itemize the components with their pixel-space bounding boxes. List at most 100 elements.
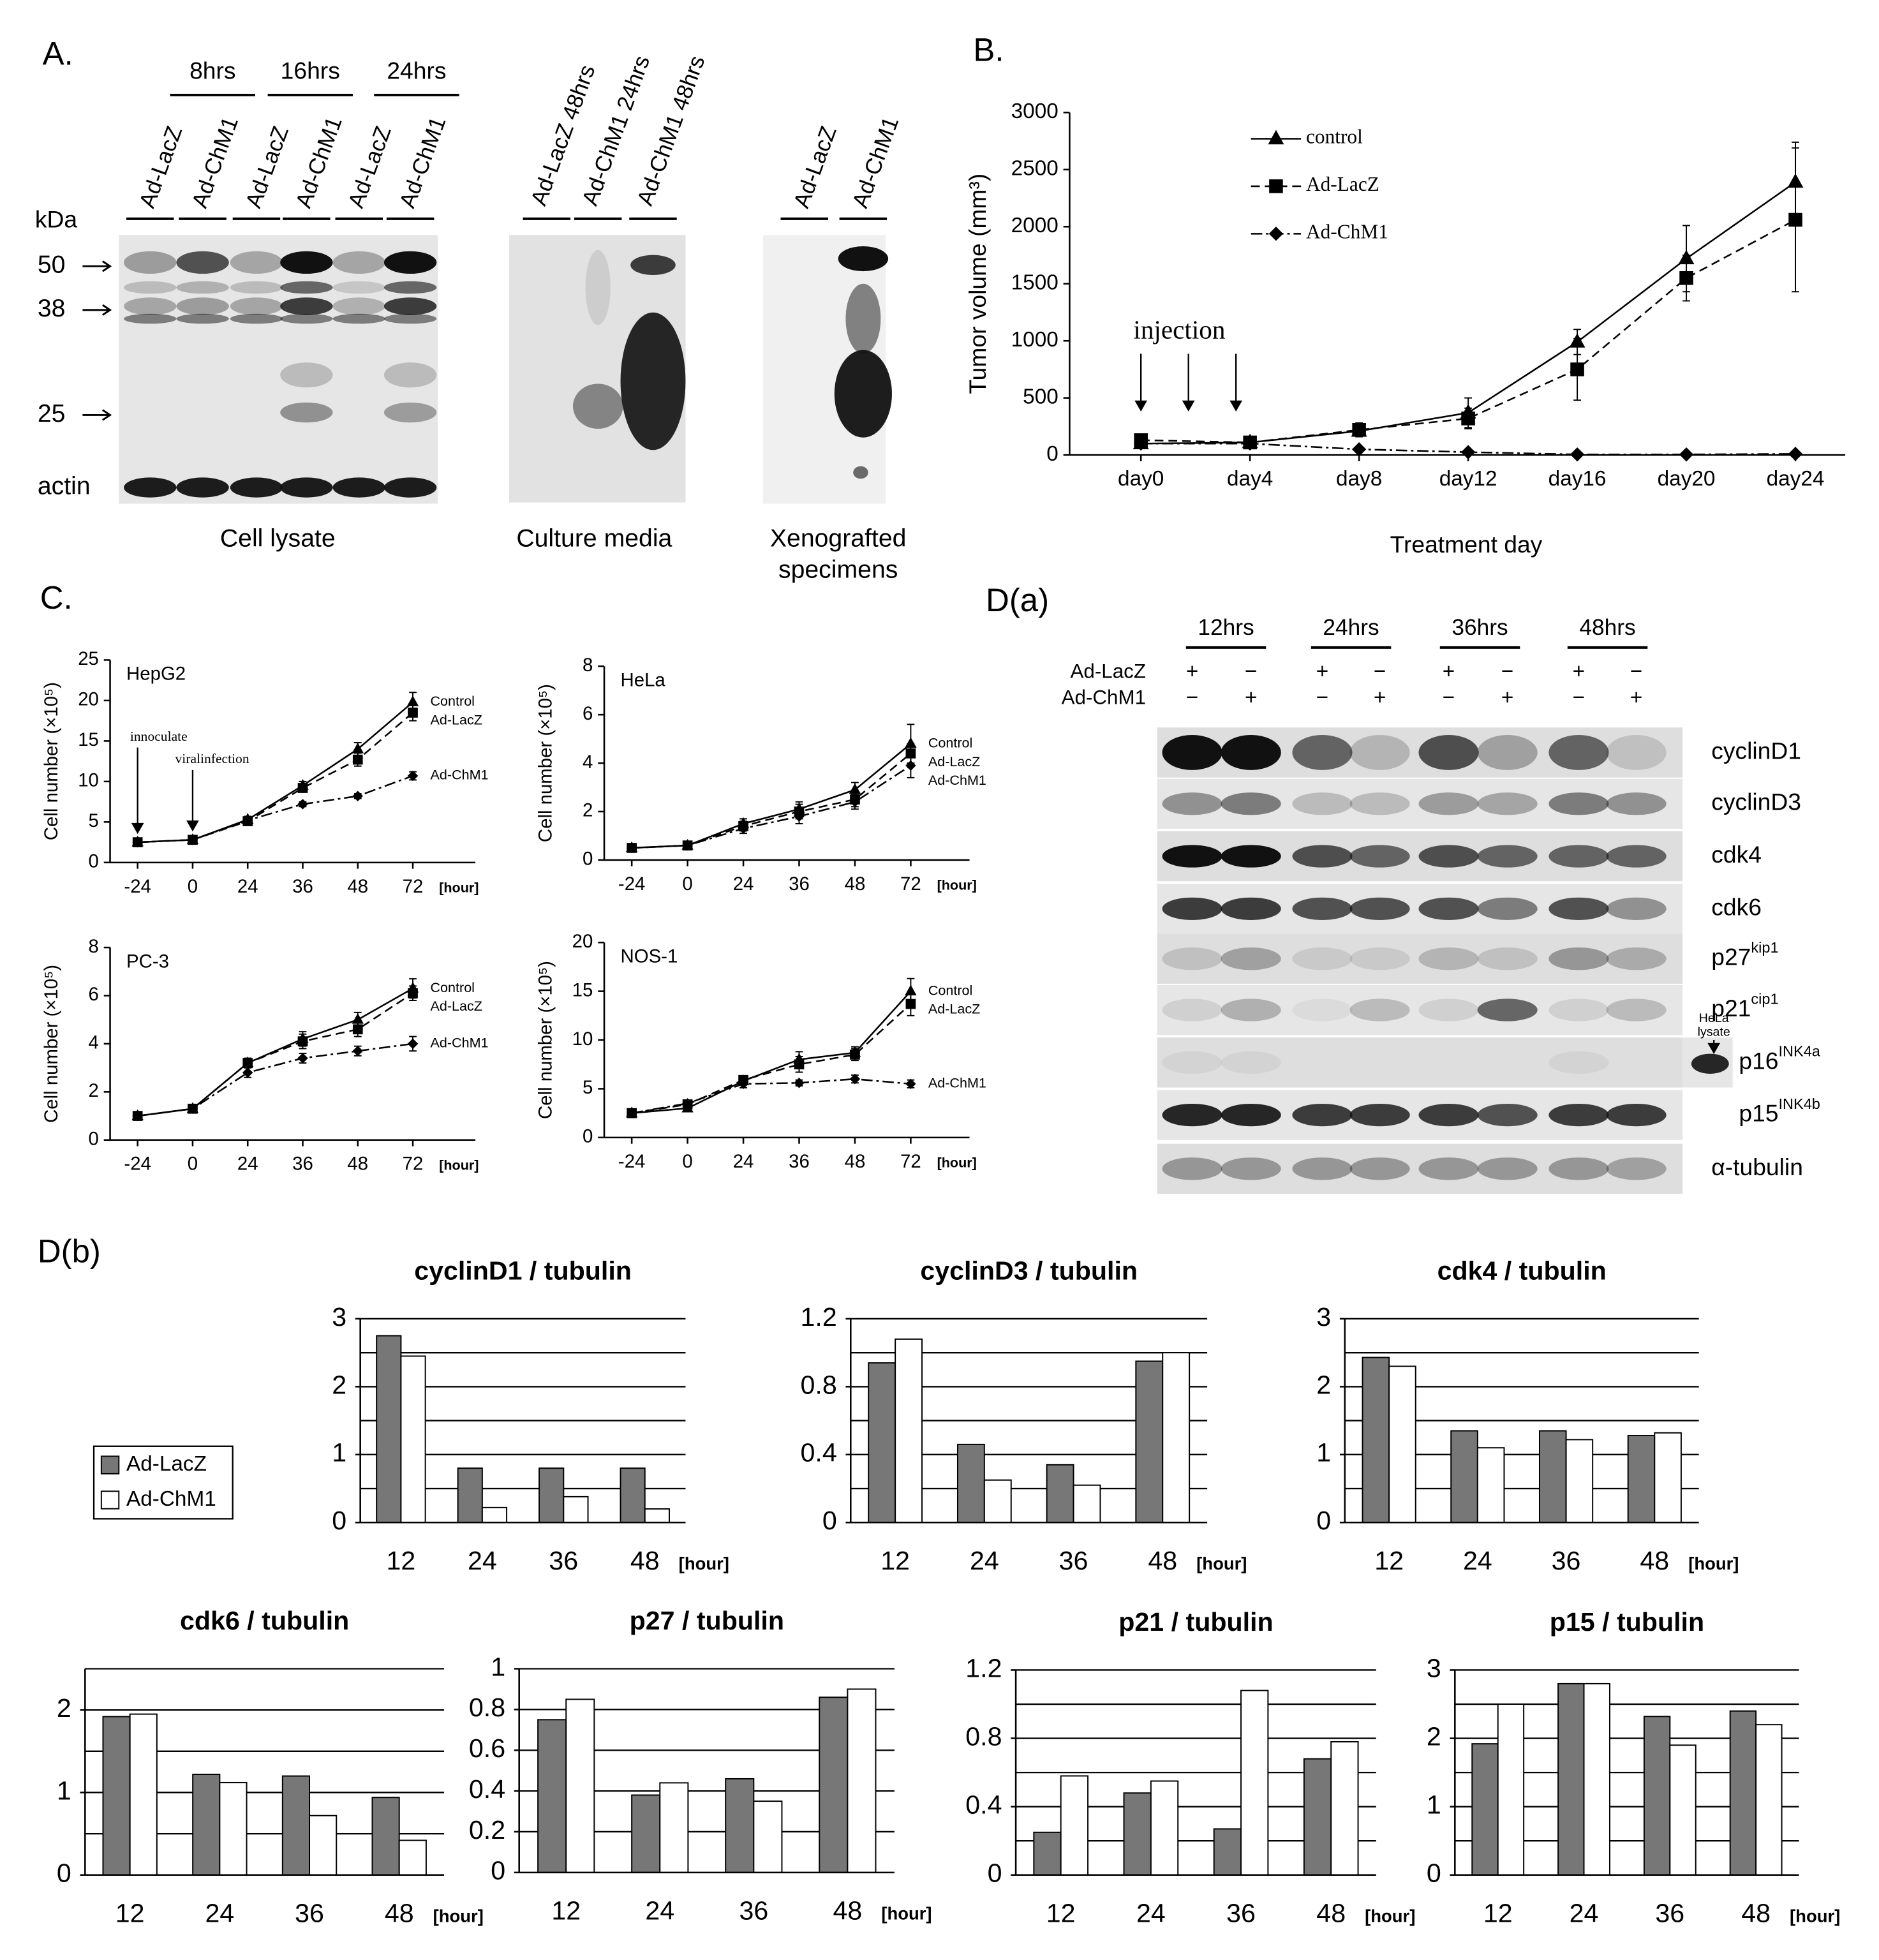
x-tick-label: 36: [292, 1154, 313, 1175]
bar: [129, 1713, 158, 1876]
protein-label: α-tubulin: [1711, 1154, 1803, 1180]
blot-band: [1162, 735, 1222, 770]
blot-band: [630, 255, 676, 276]
marker: [297, 1036, 308, 1046]
marker: [1352, 423, 1366, 437]
blot-band: [1292, 897, 1353, 920]
y-tick-label: 4: [583, 752, 593, 773]
x-tick-label: 12: [880, 1546, 910, 1575]
blot-band: [1691, 1053, 1729, 1074]
y-tick-label: 5: [89, 810, 99, 831]
series-label: Ad-LacZ: [430, 712, 482, 728]
blot-band: [332, 313, 385, 324]
marker: [407, 770, 419, 782]
y-axis-label: Tumor volume (mm³): [964, 174, 991, 394]
marker: [187, 1103, 198, 1114]
x-tick-label: 36: [549, 1546, 578, 1575]
y-tick-label: 25: [78, 648, 99, 669]
marker: [1268, 226, 1284, 241]
protein-label: cdk4: [1711, 841, 1762, 868]
blot-band: [383, 297, 437, 315]
blot-caption: specimens: [778, 556, 898, 584]
sign: −: [1316, 686, 1328, 709]
y-tick-label: 15: [572, 979, 593, 1000]
arrow: [82, 409, 112, 421]
time-label: 24hrs: [387, 57, 446, 84]
x-tick-label: 72: [900, 873, 921, 895]
time-label: 24hrs: [1323, 615, 1379, 640]
x-tick-label: 36: [739, 1896, 768, 1925]
blot-band: [1477, 999, 1538, 1021]
y-tick-label: 5: [583, 1077, 593, 1098]
blot-band: [1418, 947, 1479, 970]
bar: [1654, 1432, 1682, 1524]
y-axis-label: Cell number (×10⁵): [535, 961, 556, 1119]
annotation: viralinfection: [175, 751, 249, 766]
blot-band: [1606, 1103, 1667, 1127]
marker: [1460, 445, 1476, 459]
chart-title: cyclinD1 / tubulin: [414, 1256, 632, 1285]
x-axis-label: Treatment day: [1390, 531, 1543, 558]
x-tick-label: 36: [1655, 1898, 1684, 1927]
arrow: [82, 304, 112, 316]
marker: [242, 815, 253, 826]
bar: [371, 1797, 400, 1876]
y-tick-label: 3: [332, 1302, 346, 1332]
blot-band: [280, 313, 333, 324]
y-tick-label: 0: [332, 1506, 346, 1535]
bar: [1669, 1744, 1697, 1876]
protein-name: α-tubulin: [1711, 1154, 1803, 1180]
bar: [983, 1479, 1012, 1524]
blot-band: [1418, 735, 1479, 770]
x-tick-label: 48: [1741, 1898, 1771, 1927]
hela-label: HeLa: [1699, 1011, 1729, 1025]
marker: [408, 988, 418, 999]
series-label: Ad-ChM1: [430, 1035, 488, 1051]
series-label: Control: [928, 734, 972, 750]
y-tick-label: 1: [1427, 1790, 1441, 1820]
x-tick-label: 36: [1059, 1546, 1088, 1575]
x-tick-label: 12: [115, 1898, 145, 1927]
bar: [563, 1496, 589, 1524]
chart-title: p15 / tubulin: [1550, 1607, 1704, 1637]
marker: [1788, 212, 1802, 227]
y-tick-label: 0: [583, 849, 593, 870]
y-tick-label: 0: [89, 851, 99, 872]
bar: [1583, 1682, 1610, 1876]
blot-band: [176, 313, 229, 324]
marker: [1269, 179, 1283, 193]
y-tick-label: 0.4: [469, 1774, 505, 1804]
protein-sup: INK4a: [1779, 1043, 1821, 1060]
blot-band: [1606, 735, 1667, 770]
y-tick-label: 15: [78, 729, 99, 750]
blot-band: [1162, 947, 1222, 970]
sign: +: [1443, 660, 1455, 683]
blot-band: [1418, 845, 1479, 868]
blot-band: [332, 281, 385, 294]
blot-band: [1221, 1103, 1281, 1127]
legend-label: Ad-ChM1: [1306, 221, 1388, 243]
y-tick-label: 10: [572, 1028, 593, 1050]
y-tick-label: 1500: [1011, 271, 1058, 295]
x-unit: [hour]: [937, 1155, 977, 1171]
chart-title: PC-3: [126, 951, 169, 972]
series-label: Ad-ChM1: [928, 1075, 986, 1091]
sign: +: [1630, 686, 1642, 709]
panel-label: D(b): [38, 1233, 101, 1270]
bar: [565, 1698, 595, 1873]
blot-band: [1349, 999, 1410, 1021]
y-tick-label: 1: [57, 1776, 71, 1805]
marker: [1351, 442, 1367, 457]
blot-band: [332, 477, 385, 498]
blot-band: [838, 246, 889, 272]
blot-band: [280, 297, 333, 315]
marker-label: 38: [38, 295, 66, 322]
blot-band: [1549, 735, 1609, 770]
x-tick-label: 24: [1136, 1898, 1166, 1927]
protein-sup: INK4b: [1779, 1095, 1820, 1112]
sign: −: [1630, 660, 1642, 683]
blot-band: [1162, 1157, 1222, 1180]
bar: [631, 1794, 661, 1873]
blot-band: [1349, 792, 1410, 815]
